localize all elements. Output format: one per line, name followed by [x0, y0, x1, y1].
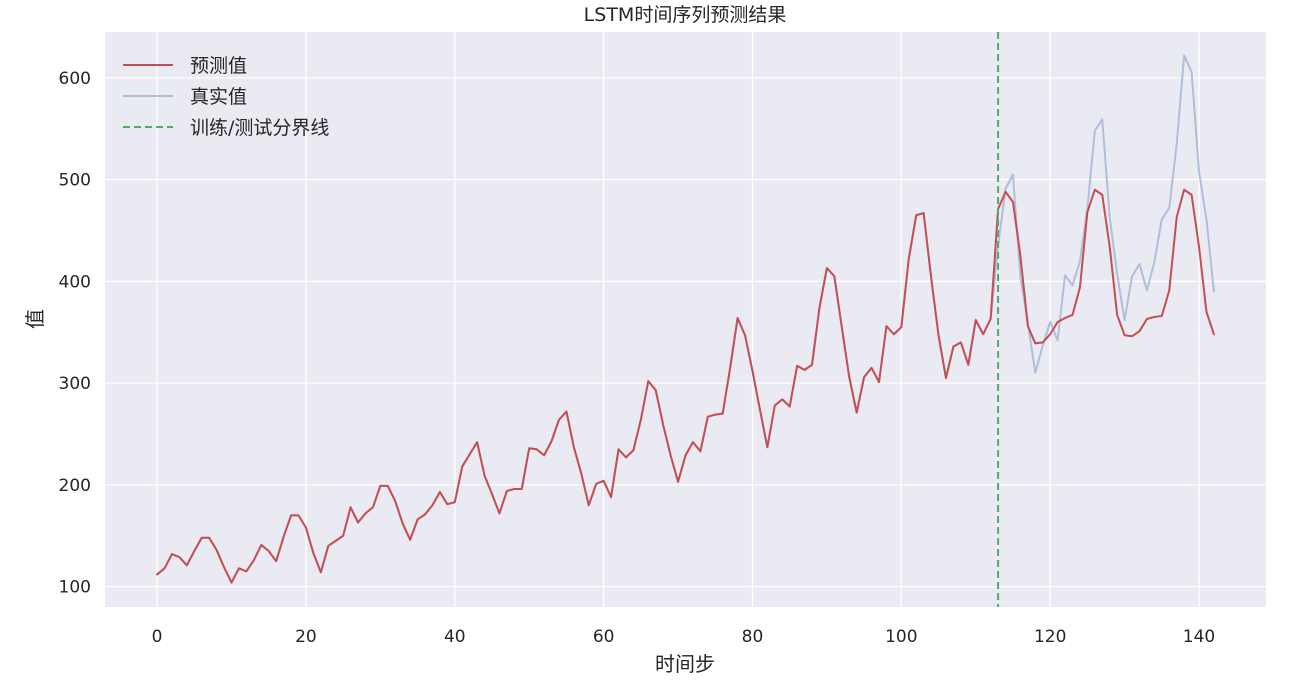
y-tick-label: 300: [59, 374, 91, 394]
x-axis-ticks: 0 20 40 60 80 100 120 140: [152, 627, 1216, 647]
legend-label: 训练/测试分界线: [190, 117, 329, 139]
x-tick-label: 60: [593, 627, 615, 647]
y-tick-label: 200: [59, 476, 91, 496]
x-axis-label: 时间步: [655, 652, 715, 676]
x-tick-label: 80: [742, 627, 764, 647]
series-line-predicted: [156, 188, 1215, 584]
legend-label: 预测值: [190, 55, 247, 77]
y-tick-label: 400: [59, 272, 91, 292]
x-tick-label: 40: [444, 627, 466, 647]
x-tick-label: 120: [1034, 627, 1066, 647]
x-tick-label: 0: [152, 627, 163, 647]
y-axis-label: 值: [23, 309, 47, 329]
chart-title: LSTM时间序列预测结果: [584, 4, 787, 26]
legend-label: 真实值: [190, 86, 247, 108]
x-tick-label: 140: [1183, 627, 1215, 647]
y-tick-label: 600: [59, 69, 91, 89]
x-tick-label: 100: [885, 627, 917, 647]
y-tick-label: 500: [59, 171, 91, 191]
y-tick-label: 100: [59, 578, 91, 598]
grid: [105, 32, 1266, 607]
x-tick-label: 20: [295, 627, 317, 647]
y-axis-ticks: 100 200 300 400 500 600: [59, 69, 91, 598]
series-lines: [156, 32, 1215, 607]
plot-area: [105, 32, 1266, 607]
